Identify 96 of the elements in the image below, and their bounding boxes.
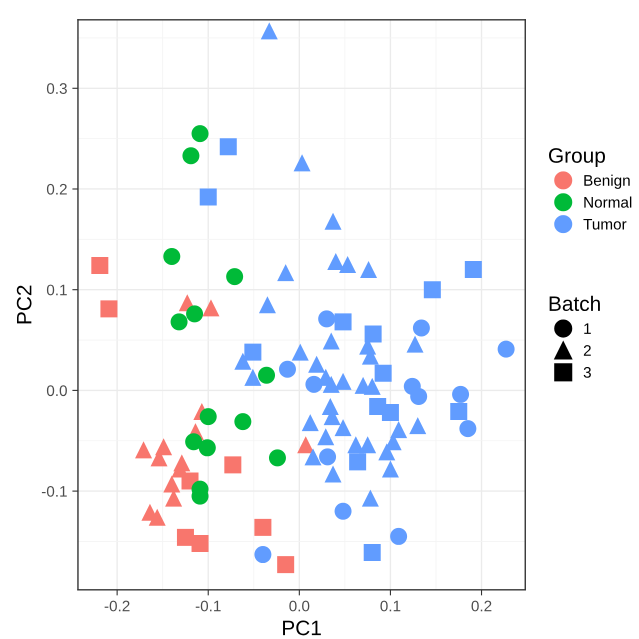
point <box>334 502 352 520</box>
text: 3 <box>584 366 591 378</box>
point <box>254 546 272 564</box>
point <box>424 281 441 298</box>
point <box>382 404 399 422</box>
y-tick-label: 0.3 <box>46 83 67 94</box>
point <box>324 212 342 230</box>
point <box>226 268 244 286</box>
point <box>378 443 396 460</box>
point <box>234 413 252 430</box>
point <box>292 344 309 361</box>
point <box>390 528 408 545</box>
point <box>304 448 322 466</box>
point <box>135 441 152 458</box>
point <box>360 261 378 278</box>
point <box>322 376 340 393</box>
point <box>308 356 326 373</box>
point <box>297 436 314 454</box>
point <box>224 456 242 474</box>
point <box>198 439 216 456</box>
point <box>452 386 470 403</box>
point <box>362 490 379 507</box>
point <box>302 414 319 432</box>
point <box>498 340 515 358</box>
point <box>382 460 399 478</box>
y-tick-label: -0.1 <box>42 486 67 497</box>
point <box>410 388 428 405</box>
point <box>409 417 426 434</box>
text: Batch <box>550 296 600 312</box>
point <box>359 436 376 454</box>
point <box>200 188 217 206</box>
point <box>234 352 252 370</box>
point <box>278 360 296 378</box>
point <box>324 465 342 482</box>
point <box>192 125 209 142</box>
point <box>317 428 334 446</box>
y-tick-label: 0.1 <box>46 284 67 296</box>
text: 1 <box>584 323 591 334</box>
point <box>464 261 482 278</box>
point <box>364 544 381 562</box>
point <box>339 256 356 274</box>
legend-title: Group <box>549 148 605 167</box>
point <box>182 147 200 164</box>
y-axis-title: PC2 <box>16 286 32 324</box>
point <box>185 433 202 450</box>
point <box>163 476 180 493</box>
point <box>318 310 336 328</box>
point <box>170 313 188 330</box>
y-tick-label: 0.2 <box>46 184 67 195</box>
x-tick-label: 0.1 <box>380 600 400 612</box>
point <box>406 336 424 353</box>
point <box>202 299 220 316</box>
point <box>450 403 468 420</box>
x-tick-label: -0.2 <box>104 600 130 612</box>
point <box>334 372 352 390</box>
point <box>277 556 294 574</box>
point <box>100 300 118 318</box>
point <box>334 419 352 436</box>
point <box>260 22 278 40</box>
point <box>294 154 311 172</box>
point <box>319 448 336 466</box>
text: 2 <box>584 345 591 356</box>
point <box>364 326 382 343</box>
point <box>148 508 166 526</box>
point <box>364 378 381 395</box>
point <box>220 138 237 156</box>
text: Normal <box>584 196 632 208</box>
point <box>349 453 366 470</box>
point <box>327 252 344 270</box>
y-tick-label: 0.0 <box>46 385 67 396</box>
x-tick-label: -0.1 <box>196 600 221 612</box>
point <box>91 257 108 274</box>
point <box>192 534 209 552</box>
text: Benign <box>584 174 630 189</box>
point <box>163 248 180 265</box>
point <box>322 332 340 350</box>
point <box>277 264 294 282</box>
point <box>459 420 476 438</box>
point <box>176 528 194 546</box>
x-tick-label: 0.2 <box>472 600 492 612</box>
point <box>200 408 217 426</box>
point <box>258 366 276 384</box>
point <box>244 368 262 386</box>
x-tick-label: 0.0 <box>289 600 310 612</box>
point <box>254 518 272 536</box>
point <box>374 364 392 382</box>
point <box>305 376 322 393</box>
point <box>334 313 352 330</box>
point <box>244 344 262 361</box>
point <box>258 296 276 314</box>
point <box>347 436 364 454</box>
point <box>186 305 204 322</box>
text: Tumor <box>583 218 626 230</box>
point <box>268 449 286 466</box>
point <box>412 319 430 336</box>
x-axis-title: PC1 <box>283 620 321 636</box>
